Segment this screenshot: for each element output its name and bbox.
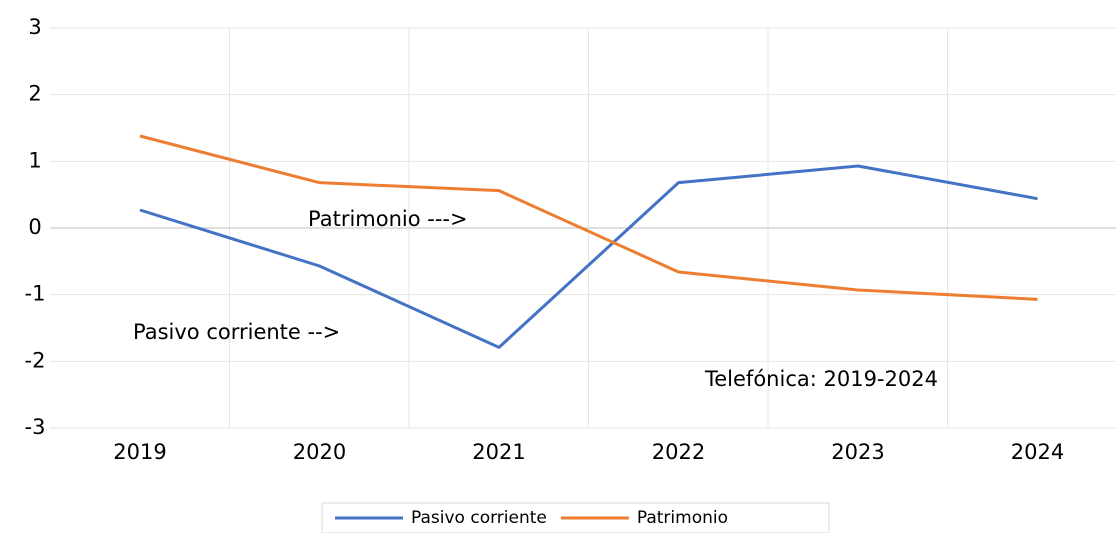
y-tick-label: -2 — [25, 348, 46, 372]
legend-label: Patrimonio — [637, 508, 728, 528]
y-tick-label: 0 — [28, 215, 41, 239]
legend-label: Pasivo corriente — [411, 508, 547, 528]
x-tick-label: 2023 — [831, 440, 884, 464]
y-tick-label: -1 — [25, 282, 46, 306]
y-tick-label: -3 — [25, 415, 46, 439]
x-tick-label: 2024 — [1011, 440, 1064, 464]
y-tick-label: 3 — [28, 15, 41, 39]
x-tick-label: 2021 — [472, 440, 525, 464]
legend-box — [321, 502, 830, 533]
annotation: Telefónica: 2019-2024 — [704, 367, 938, 391]
y-tick-label: 2 — [28, 82, 41, 106]
annotation: Pasivo corriente --> — [133, 320, 340, 344]
series-line — [139, 164, 1038, 349]
y-tick-label: 1 — [28, 148, 41, 172]
series-line — [139, 134, 1038, 301]
x-tick-label: 2019 — [113, 440, 166, 464]
x-tick-label: 2022 — [652, 440, 705, 464]
x-tick-label: 2020 — [293, 440, 346, 464]
annotation: Patrimonio ---> — [308, 207, 468, 231]
